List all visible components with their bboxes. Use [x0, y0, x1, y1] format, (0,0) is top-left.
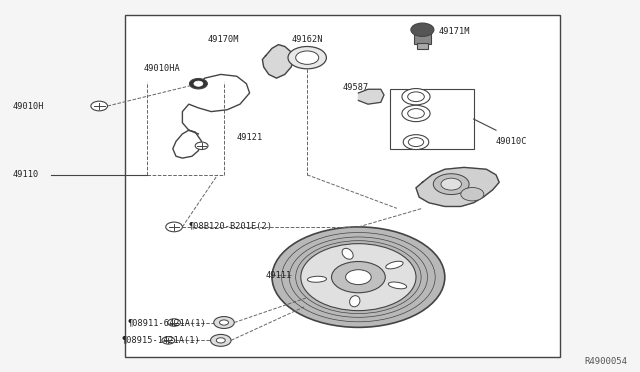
Text: 49162N: 49162N	[291, 35, 323, 44]
Circle shape	[272, 227, 445, 327]
Text: 49171M: 49171M	[438, 27, 470, 36]
Circle shape	[408, 92, 424, 102]
Text: 49110: 49110	[13, 170, 39, 179]
Bar	[414, 29, 431, 44]
Text: ¶08911-6421A(1): ¶08911-6421A(1)	[128, 319, 207, 328]
Text: 49010C: 49010C	[496, 137, 527, 146]
Circle shape	[346, 270, 371, 285]
Circle shape	[433, 174, 469, 195]
Circle shape	[189, 78, 207, 89]
Bar	[390, 89, 474, 149]
Circle shape	[91, 101, 108, 111]
Polygon shape	[416, 167, 499, 206]
Circle shape	[214, 317, 234, 328]
Text: 49010H: 49010H	[13, 102, 44, 110]
Ellipse shape	[342, 248, 353, 259]
Circle shape	[441, 178, 461, 190]
Circle shape	[408, 138, 424, 147]
Ellipse shape	[388, 282, 406, 289]
Circle shape	[296, 51, 319, 64]
Circle shape	[402, 105, 430, 122]
Circle shape	[220, 320, 228, 325]
Circle shape	[301, 244, 416, 311]
Text: ¶08915-1421A(1): ¶08915-1421A(1)	[122, 336, 200, 345]
Polygon shape	[262, 45, 293, 78]
Circle shape	[411, 23, 434, 36]
Circle shape	[194, 81, 203, 86]
Circle shape	[162, 337, 175, 344]
Circle shape	[195, 142, 208, 150]
Text: 49010HA: 49010HA	[144, 64, 180, 73]
Circle shape	[288, 46, 326, 69]
Circle shape	[168, 319, 180, 326]
Text: 49121: 49121	[237, 133, 263, 142]
Bar	[125, 15, 560, 357]
Ellipse shape	[386, 261, 403, 269]
Circle shape	[216, 338, 225, 343]
Circle shape	[402, 89, 430, 105]
Text: R4900054: R4900054	[584, 357, 627, 366]
Circle shape	[211, 334, 231, 346]
Ellipse shape	[307, 276, 326, 282]
Circle shape	[461, 187, 484, 201]
Circle shape	[332, 262, 385, 293]
Circle shape	[408, 109, 424, 118]
Polygon shape	[358, 89, 384, 104]
Text: 49587: 49587	[342, 83, 369, 92]
Circle shape	[166, 222, 182, 232]
Bar	[417, 43, 428, 49]
Text: ¶08B120-B201E(2): ¶08B120-B201E(2)	[189, 222, 273, 231]
Text: 49170M: 49170M	[208, 35, 239, 44]
Text: 49111: 49111	[266, 271, 292, 280]
Circle shape	[403, 135, 429, 150]
Ellipse shape	[349, 296, 360, 307]
